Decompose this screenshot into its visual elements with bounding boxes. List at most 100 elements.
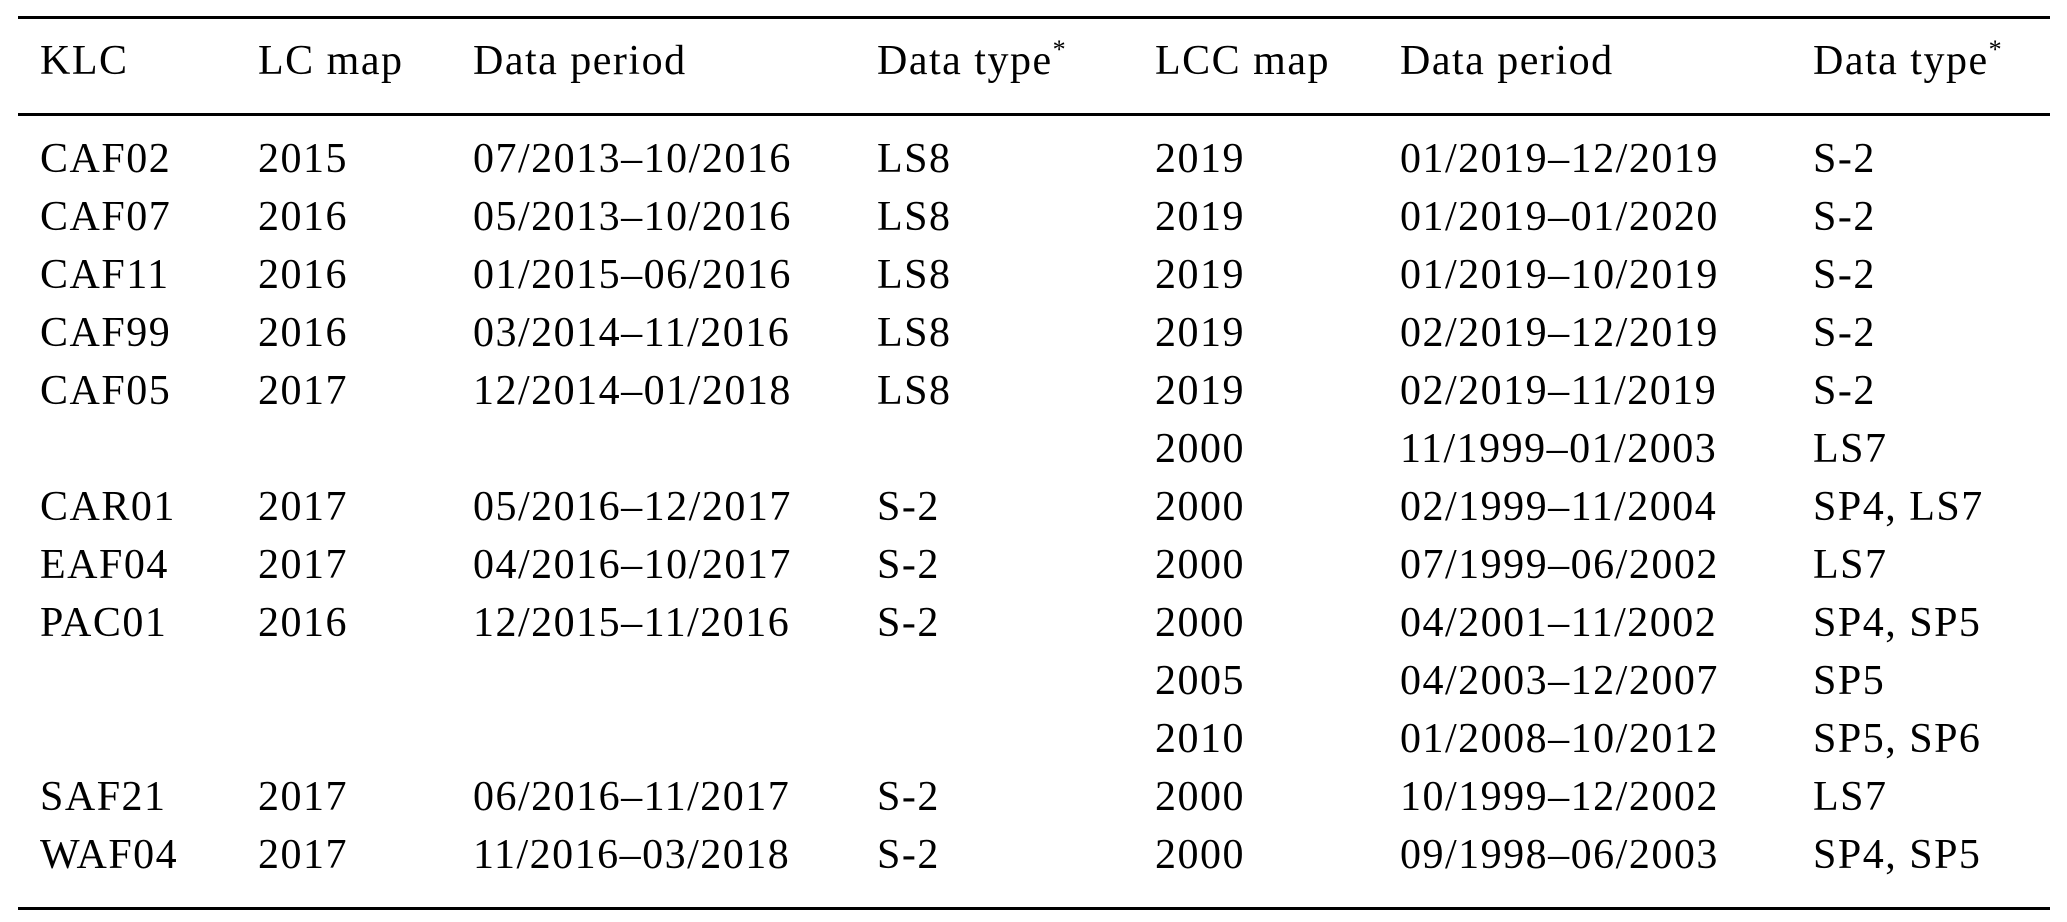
cell-lcc-map: 2005 — [1155, 658, 1245, 704]
cell-lcc-data-period: 01/2008–10/2012 — [1400, 716, 1719, 762]
cell-lcc-data-type: S-2 — [1813, 136, 1876, 182]
cell-lcc-data-period: 09/1998–06/2003 — [1400, 832, 1719, 878]
cell-klc: CAF05 — [40, 368, 172, 414]
cell-lcc-data-period: 01/2019–12/2019 — [1400, 136, 1719, 182]
cell-lcc-data-period: 10/1999–12/2002 — [1400, 774, 1719, 820]
cell-lc-data-period: 05/2016–12/2017 — [473, 484, 792, 530]
cell-lcc-data-type: S-2 — [1813, 310, 1876, 356]
cell-lcc-data-type: SP5, SP6 — [1813, 716, 1982, 762]
cell-lc-map: 2017 — [258, 368, 348, 414]
cell-lc-map — [236, 652, 451, 710]
cell-lcc-data-period: 01/2019–01/2020 — [1400, 194, 1719, 240]
table-row: WAF04 2017 11/2016–03/2018 S-2 2000 09/1998–0… — [18, 826, 2050, 909]
cell-lcc-map: 2019 — [1155, 252, 1245, 298]
cell-lc-data-period: 07/2013–10/2016 — [473, 136, 792, 182]
cell-lcc-data-period: 02/1999–11/2004 — [1400, 484, 1718, 530]
cell-lc-data-period: 01/2015–06/2016 — [473, 252, 792, 298]
cell-lc-data-period: 12/2015–11/2016 — [473, 600, 791, 646]
column-header-lc-data-period: Data period — [451, 18, 855, 115]
cell-lc-map — [236, 710, 451, 768]
cell-lcc-map: 2019 — [1155, 310, 1245, 356]
cell-lc-data-period: 05/2013–10/2016 — [473, 194, 792, 240]
cell-lcc-data-type: LS7 — [1813, 774, 1888, 820]
cell-lc-data-type: LS8 — [877, 368, 952, 414]
column-header-klc: KLC — [18, 18, 236, 115]
cell-lcc-map: 2000 — [1155, 832, 1245, 878]
cell-lcc-data-type: SP4, LS7 — [1813, 484, 1984, 530]
footnote-marker-icon: * — [1052, 35, 1066, 64]
cell-lc-data-period: 12/2014–01/2018 — [473, 368, 792, 414]
cell-klc: EAF04 — [40, 542, 169, 588]
column-header-lcc-data-type: Data type* — [1791, 18, 2050, 115]
cell-lc-data-type: S-2 — [877, 774, 940, 820]
klc-satellite-data-table-wrap: KLC LC map Data period Data type* LCC map Dat… — [18, 16, 2050, 910]
cell-lc-data-type: S-2 — [877, 484, 940, 530]
cell-lc-data-type — [855, 710, 1133, 768]
cell-lcc-data-type: SP4, SP5 — [1813, 600, 1982, 646]
cell-lcc-map: 2019 — [1155, 194, 1245, 240]
cell-lcc-data-type: S-2 — [1813, 194, 1876, 240]
table-row: 2000 11/1999–01/2003 LS7 — [18, 420, 2050, 478]
table-row: CAF07 2016 05/2013–10/2016 LS8 2019 01/2019–0… — [18, 188, 2050, 246]
cell-lc-map: 2016 — [258, 310, 348, 356]
column-header-lcc-data-period: Data period — [1378, 18, 1791, 115]
cell-lcc-map: 2000 — [1155, 542, 1245, 588]
cell-lc-map: 2016 — [258, 252, 348, 298]
column-header-lcc-map: LCC map — [1133, 18, 1378, 115]
cell-lc-data-period: 03/2014–11/2016 — [473, 310, 791, 356]
cell-lcc-data-type: S-2 — [1813, 368, 1876, 414]
cell-lcc-data-type: SP5 — [1813, 658, 1886, 704]
cell-lcc-data-period: 02/2019–12/2019 — [1400, 310, 1719, 356]
cell-lcc-map: 2019 — [1155, 136, 1245, 182]
cell-lcc-data-period: 04/2003–12/2007 — [1400, 658, 1719, 704]
cell-lc-map: 2017 — [258, 774, 348, 820]
cell-lcc-data-type: SP4, SP5 — [1813, 832, 1982, 878]
footnote-marker-icon: * — [1988, 35, 2002, 64]
cell-lc-data-type: LS8 — [877, 310, 952, 356]
cell-klc: CAF02 — [40, 136, 172, 182]
cell-klc: WAF04 — [40, 832, 179, 878]
cell-lc-map: 2016 — [258, 194, 348, 240]
cell-klc: CAF11 — [40, 252, 170, 298]
cell-klc: PAC01 — [40, 600, 168, 646]
table-row: SAF21 2017 06/2016–11/2017 S-2 2000 10/1999–1… — [18, 768, 2050, 826]
cell-lcc-map: 2000 — [1155, 774, 1245, 820]
table-row: CAF11 2016 01/2015–06/2016 LS8 2019 01/2019–1… — [18, 246, 2050, 304]
cell-lc-data-type: LS8 — [877, 252, 952, 298]
column-header-label: Data type — [877, 38, 1053, 84]
table-row: CAF05 2017 12/2014–01/2018 LS8 2019 02/2019–1… — [18, 362, 2050, 420]
klc-satellite-data-table: KLC LC map Data period Data type* LCC map Dat… — [18, 16, 2050, 910]
cell-lcc-map: 2019 — [1155, 368, 1245, 414]
cell-lc-map: 2017 — [258, 484, 348, 530]
cell-lcc-data-type: S-2 — [1813, 252, 1876, 298]
cell-lcc-data-period: 01/2019–10/2019 — [1400, 252, 1719, 298]
cell-lc-data-type: S-2 — [877, 832, 940, 878]
cell-lc-map: 2016 — [258, 600, 348, 646]
cell-lc-map: 2017 — [258, 832, 348, 878]
column-header-label: KLC — [40, 38, 129, 84]
column-header-label: LCC map — [1155, 38, 1330, 84]
cell-lcc-data-type: LS7 — [1813, 426, 1888, 472]
header-row: KLC LC map Data period Data type* LCC map Dat… — [18, 18, 2050, 115]
cell-lc-data-period — [451, 710, 855, 768]
cell-lc-data-period: 04/2016–10/2017 — [473, 542, 792, 588]
table-row: CAR01 2017 05/2016–12/2017 S-2 2000 02/1999–1… — [18, 478, 2050, 536]
cell-klc: SAF21 — [40, 774, 167, 820]
cell-klc: CAF07 — [40, 194, 172, 240]
cell-lcc-map: 2000 — [1155, 484, 1245, 530]
cell-lcc-map: 2000 — [1155, 600, 1245, 646]
cell-lc-data-period — [451, 652, 855, 710]
table-row: CAF99 2016 03/2014–11/2016 LS8 2019 02/2019–1… — [18, 304, 2050, 362]
cell-lc-data-type: LS8 — [877, 194, 952, 240]
cell-lcc-map: 2000 — [1155, 426, 1245, 472]
column-header-lc-map: LC map — [236, 18, 451, 115]
table-row: 2005 04/2003–12/2007 SP5 — [18, 652, 2050, 710]
cell-klc — [18, 652, 236, 710]
cell-lcc-data-period: 07/1999–06/2002 — [1400, 542, 1719, 588]
cell-lc-data-type — [855, 652, 1133, 710]
cell-klc: CAR01 — [40, 484, 176, 530]
cell-lc-data-period — [451, 420, 855, 478]
cell-lc-data-type: LS8 — [877, 136, 952, 182]
cell-lcc-data-type: LS7 — [1813, 542, 1888, 588]
cell-lc-data-period: 06/2016–11/2017 — [473, 774, 791, 820]
